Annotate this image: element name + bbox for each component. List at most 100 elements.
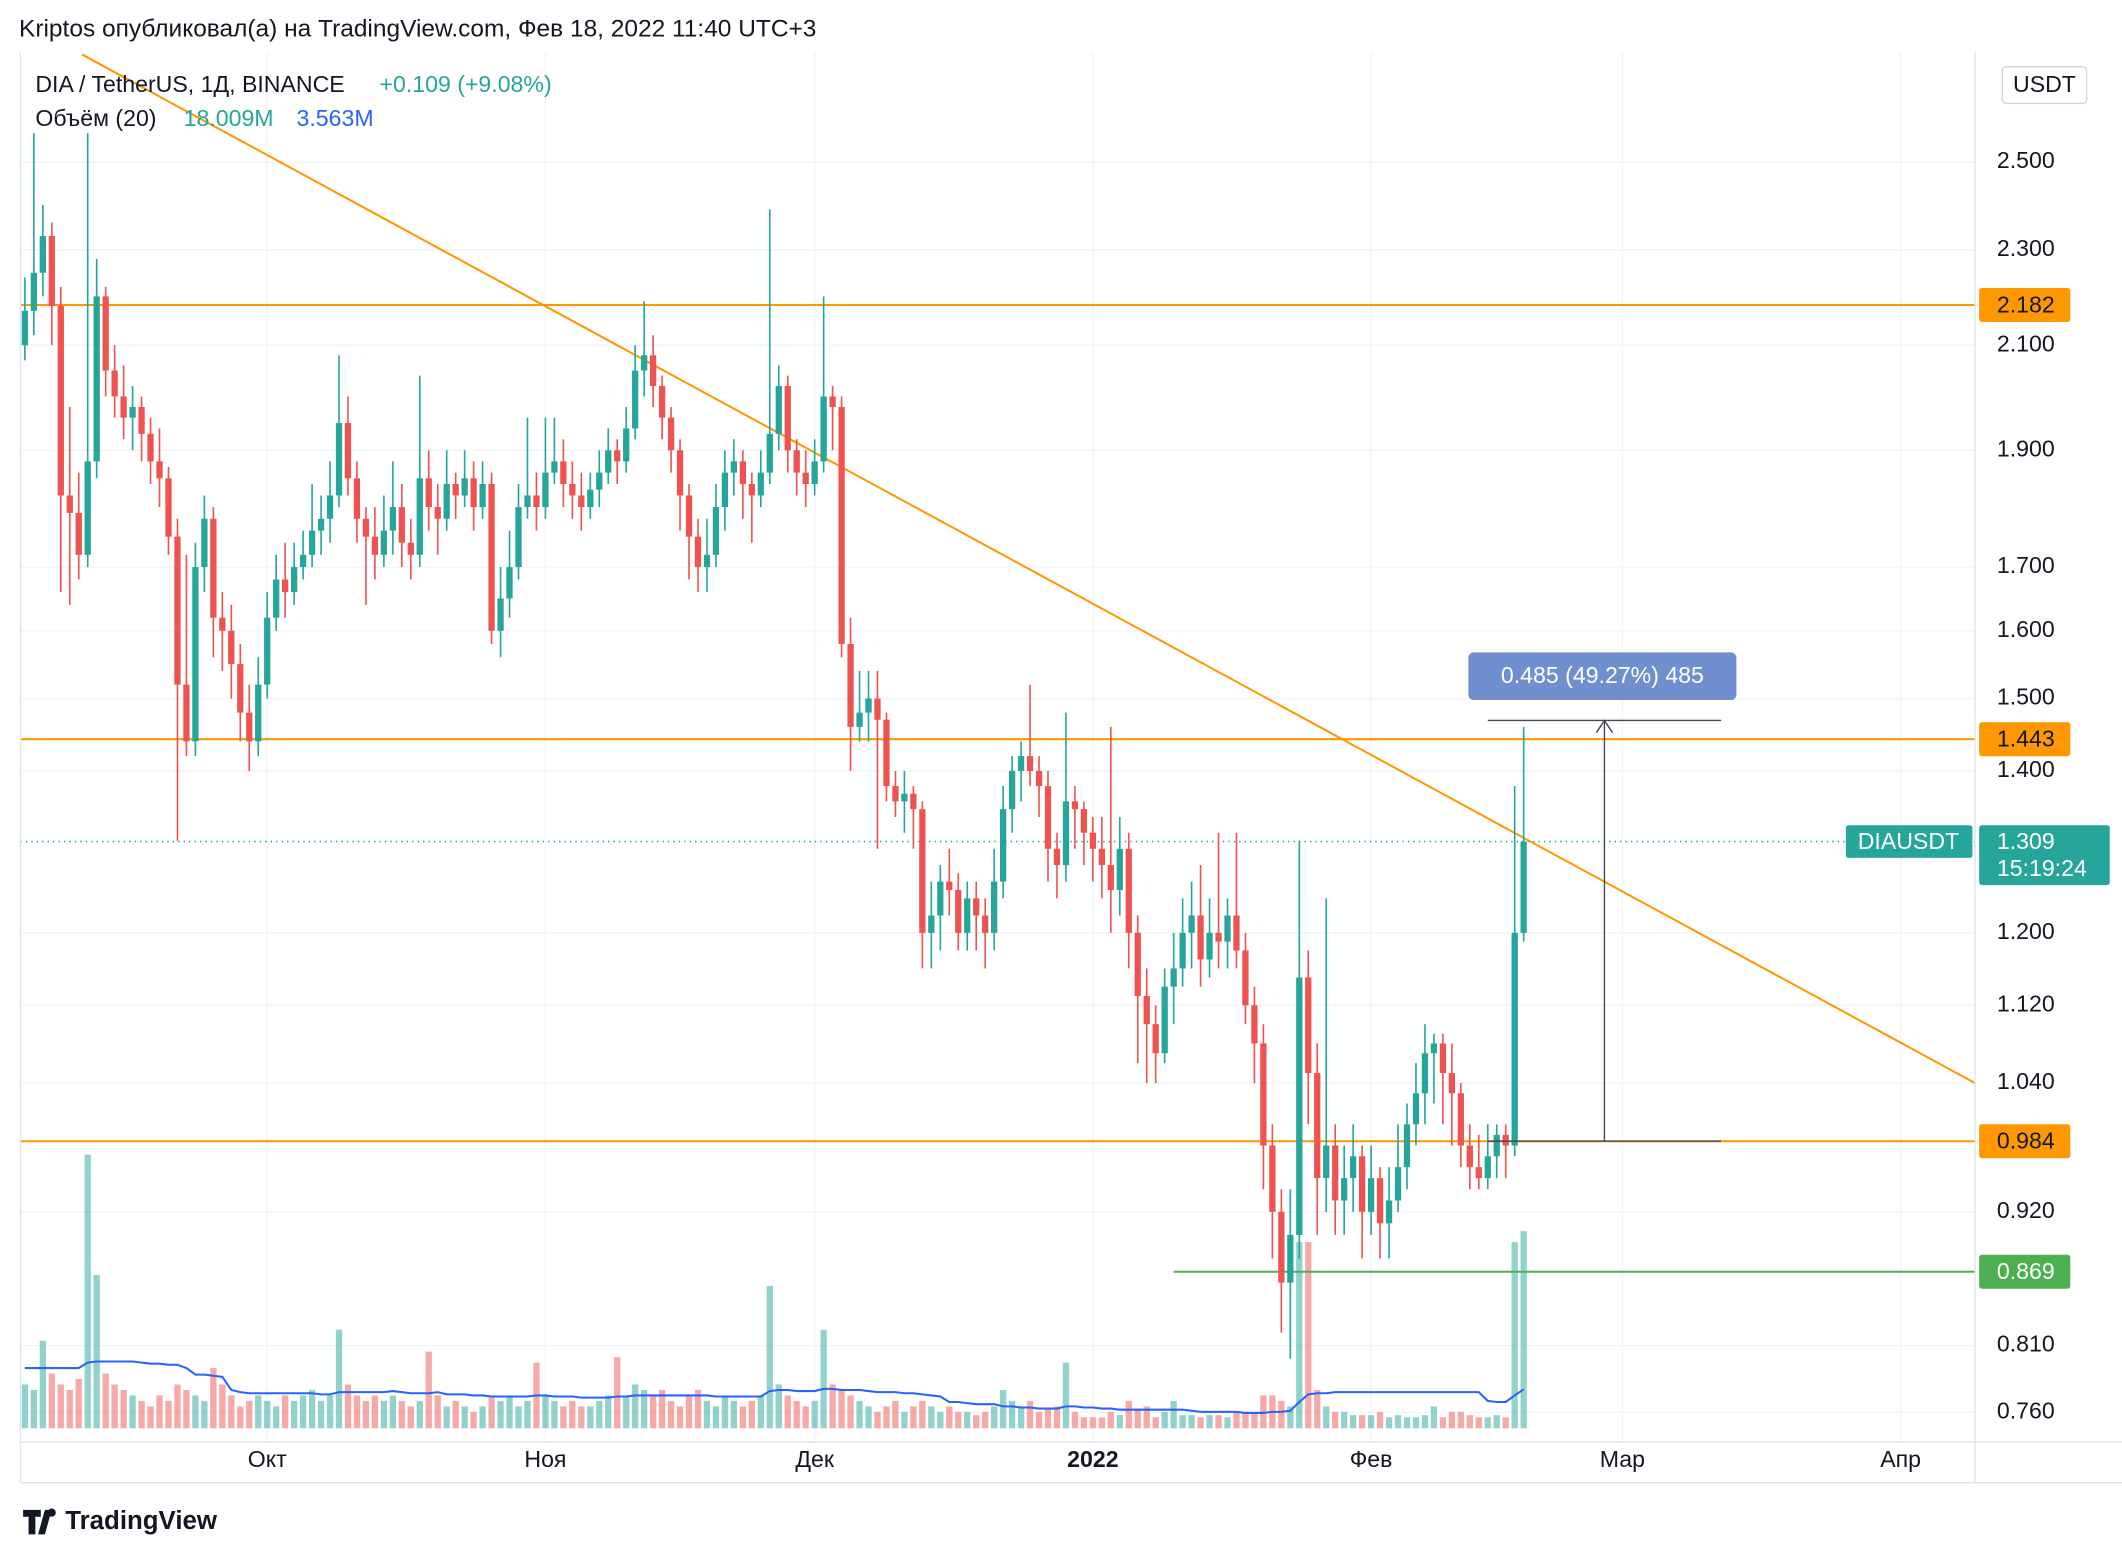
candle-body: [1242, 950, 1249, 1006]
volume-bar: [730, 1400, 738, 1429]
volume-bar: [614, 1357, 621, 1429]
currency-box[interactable]: [2001, 65, 2088, 105]
candle-body: [39, 236, 46, 273]
level-label-box: [1979, 287, 2071, 322]
volume-bar: [964, 1411, 971, 1429]
volume-bar: [838, 1389, 845, 1429]
volume-bar: [721, 1395, 729, 1429]
volume-bar: [362, 1400, 370, 1429]
volume-bar: [1107, 1411, 1114, 1429]
measure-box: [1468, 652, 1737, 701]
volume-bar: [165, 1400, 172, 1429]
candle-body: [999, 809, 1007, 882]
candle-body: [847, 643, 854, 727]
overlays: 0.485 (49.27%) 485: [1468, 652, 1737, 1142]
candle-body: [703, 554, 711, 568]
volume-bar: [623, 1395, 630, 1429]
candle-body: [641, 355, 648, 371]
volume-bar: [1053, 1406, 1061, 1429]
x-tick-label: Дек: [795, 1446, 835, 1472]
currency[interactable]: USDT: [2013, 71, 2076, 97]
candle-body: [676, 450, 684, 496]
candle-body: [820, 396, 827, 462]
volume-bar: [524, 1400, 531, 1429]
candle-body: [1071, 801, 1079, 810]
candle-body: [1269, 1145, 1276, 1212]
volume-bar: [910, 1406, 917, 1429]
volume-bar: [344, 1384, 352, 1429]
candle-body: [129, 406, 136, 418]
candle-body: [407, 542, 414, 555]
y-tick-label: 0.760: [1997, 1398, 2055, 1424]
volume-bar: [282, 1395, 289, 1429]
symbol-label: DIAUSDT: [1858, 828, 1959, 854]
level-label: 0.984: [1997, 1128, 2055, 1154]
volume-bar: [793, 1400, 800, 1429]
candle-body: [1062, 801, 1070, 866]
volume-bar: [326, 1395, 334, 1429]
candle-body: [955, 889, 962, 933]
candle-body: [964, 898, 971, 933]
volume-bar: [829, 1384, 836, 1429]
volume-bar: [542, 1395, 549, 1429]
candle-body: [1080, 809, 1088, 833]
volume-bar: [775, 1384, 782, 1429]
change: +0.109 (+9.08%): [380, 71, 552, 97]
candle-body: [1475, 1167, 1482, 1179]
level-label-box: [1979, 722, 2071, 757]
volume-bar: [308, 1389, 316, 1429]
volume-bar: [1044, 1408, 1052, 1429]
volume-bar: [1260, 1395, 1267, 1429]
candle-body: [165, 478, 172, 537]
symbol: DIA / TetherUS, 1Д, BINANCE: [35, 71, 344, 97]
y-tick-label: 1.500: [1997, 684, 2055, 710]
volume-bar: [66, 1389, 73, 1429]
volume-bar: [901, 1411, 908, 1429]
volume-bar: [30, 1389, 38, 1429]
volume-bar: [1448, 1411, 1456, 1429]
candle-body: [946, 881, 953, 890]
volume-bar: [228, 1395, 235, 1429]
level-label-box: [1979, 1254, 2071, 1289]
candle-body: [371, 536, 379, 555]
y-tick-label: 2.500: [1997, 147, 2055, 173]
candle-body: [712, 507, 720, 555]
candle-body: [856, 712, 863, 727]
candle-body: [982, 915, 989, 933]
volume-bar: [1251, 1411, 1258, 1429]
volume-bar: [1071, 1411, 1079, 1429]
volume-bar: [1017, 1406, 1025, 1429]
volume-value: 18.009M: [184, 105, 274, 131]
volume-bar: [1224, 1417, 1231, 1429]
volume-bar: [1080, 1417, 1088, 1429]
candle-body: [919, 809, 926, 933]
volume-bar: [1242, 1411, 1249, 1429]
candle-body: [1143, 995, 1150, 1025]
volume-bar: [497, 1400, 504, 1429]
volume-bar: [1332, 1411, 1339, 1429]
level-label-box: [1979, 1124, 2071, 1159]
volume-bar: [991, 1406, 998, 1429]
volume-bar: [452, 1400, 459, 1429]
volume-bar: [1197, 1417, 1204, 1429]
candle-body: [156, 461, 163, 479]
volume-bar: [820, 1329, 827, 1429]
volume-bar: [48, 1373, 55, 1429]
candle-body: [237, 664, 244, 713]
volume-bar: [1116, 1415, 1123, 1429]
candle-body: [57, 305, 64, 496]
candle-body: [596, 472, 603, 490]
volume-bar: [1367, 1415, 1375, 1429]
candle-body: [1260, 1043, 1267, 1146]
candle-body: [1224, 915, 1231, 942]
candle-body: [623, 428, 630, 462]
candle-body: [326, 495, 334, 519]
volume-bar: [290, 1400, 298, 1429]
candle-body: [694, 536, 702, 568]
candle-body: [255, 684, 262, 742]
candle-body: [93, 296, 100, 462]
volume-bar: [1305, 1242, 1312, 1429]
volume-bar: [596, 1400, 603, 1429]
volume-bar: [1520, 1231, 1527, 1429]
candle-body: [111, 370, 118, 397]
